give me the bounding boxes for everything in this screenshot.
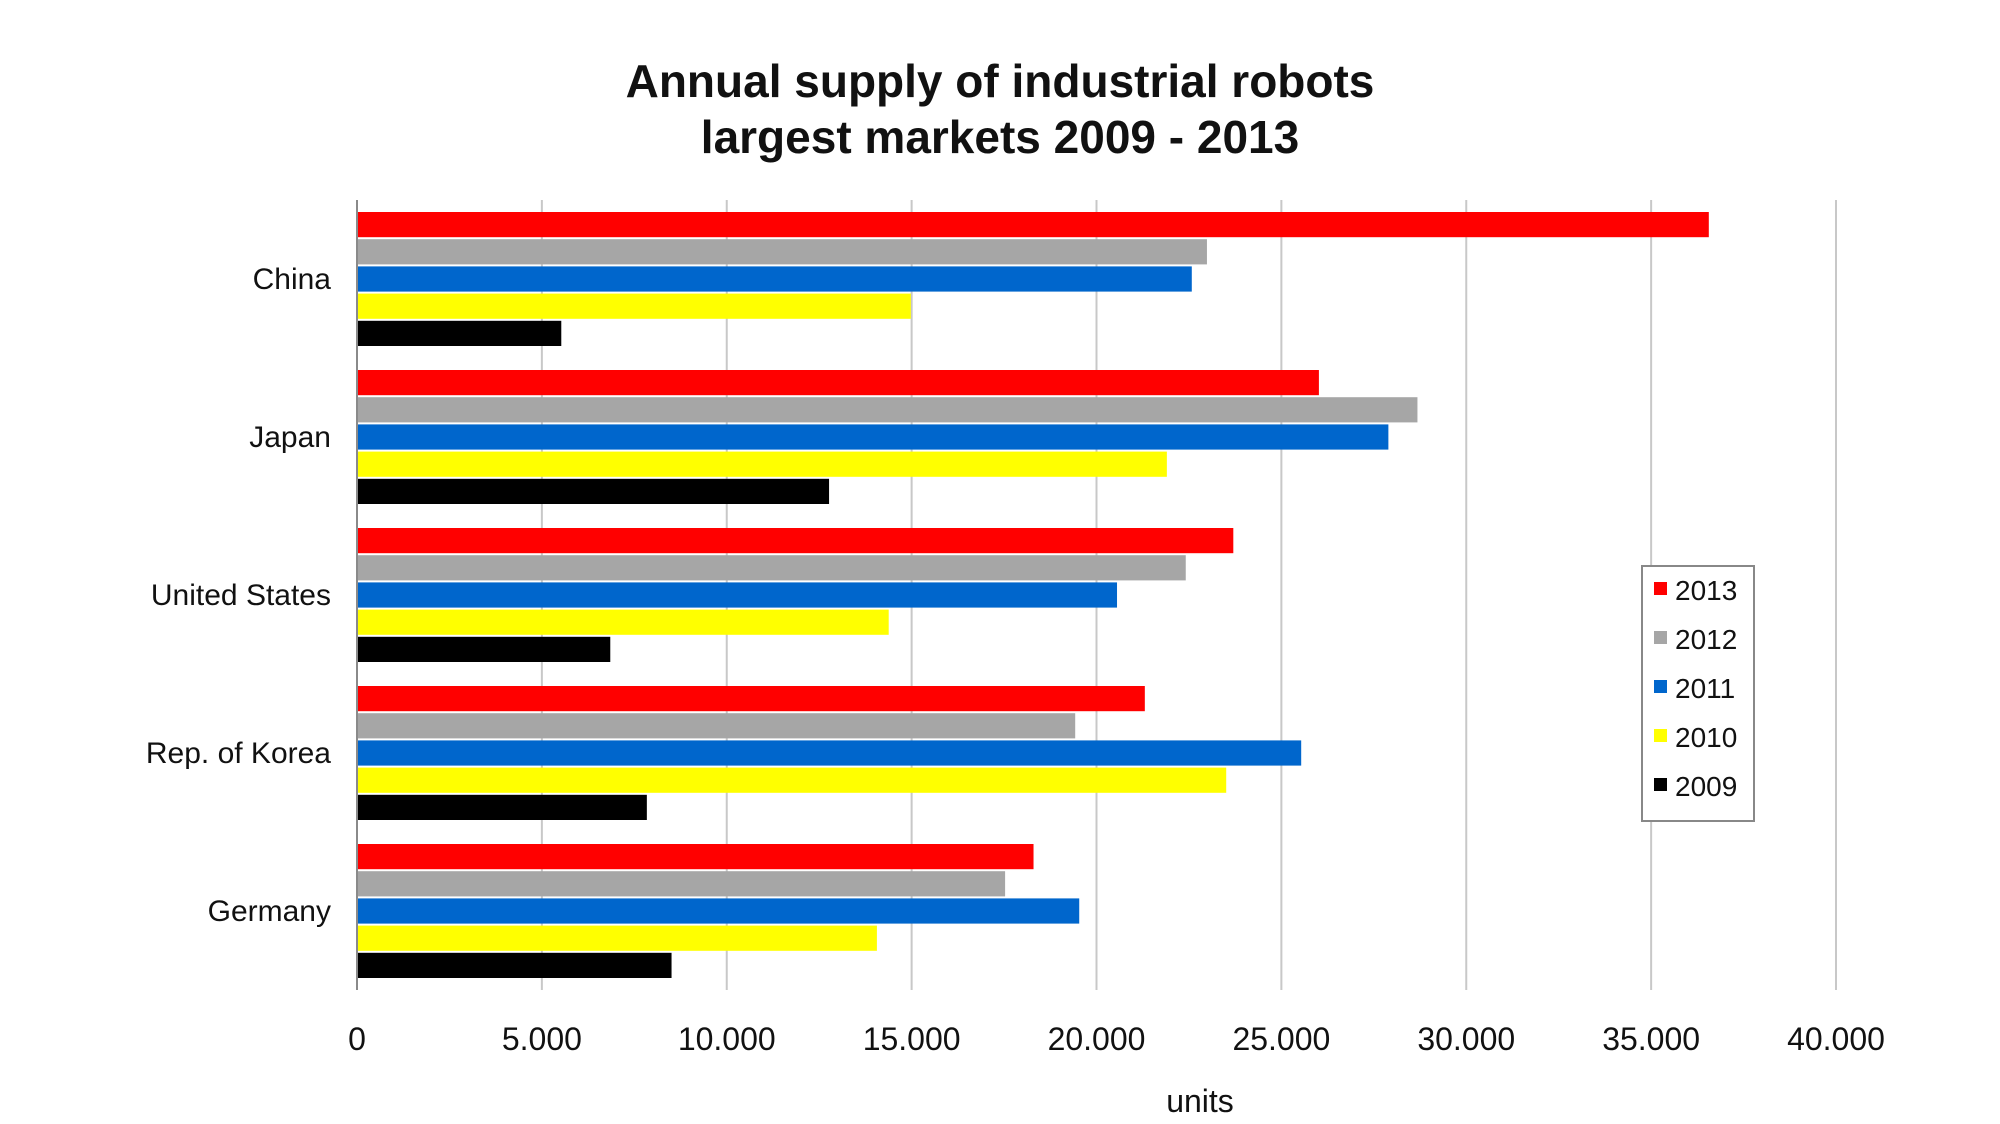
bar	[357, 636, 611, 662]
bar	[357, 844, 1034, 870]
x-tick-label: 10.000	[678, 1021, 776, 1057]
bar	[357, 293, 911, 319]
legend: 2013 2012 2011 2010 2009	[1641, 565, 1755, 822]
legend-swatch	[1654, 778, 1667, 791]
bar	[357, 582, 1118, 608]
bar	[357, 370, 1319, 396]
bar	[357, 528, 1234, 554]
bars	[357, 212, 1709, 978]
legend-swatch	[1654, 582, 1667, 595]
bar	[357, 609, 889, 635]
category-label: China	[253, 263, 332, 296]
chart-title-line-1: Annual supply of industrial robots	[625, 55, 1375, 107]
bar	[357, 239, 1207, 265]
bar	[357, 871, 1006, 897]
bar	[357, 555, 1186, 581]
x-tick-label: 20.000	[1048, 1021, 1146, 1057]
bar	[357, 266, 1192, 292]
bar	[357, 686, 1145, 712]
category-label: Rep. of Korea	[146, 737, 331, 770]
bar	[357, 478, 830, 504]
bar	[357, 397, 1418, 423]
category-label: United States	[151, 579, 331, 612]
bar	[357, 740, 1302, 766]
labels: China Japan United States Rep. of Korea Germ…	[146, 263, 1885, 1057]
legend-label: 2013	[1675, 575, 1737, 606]
legend-label: 2012	[1675, 624, 1737, 655]
legend-swatch	[1654, 680, 1667, 693]
legend-label: 2009	[1675, 771, 1737, 802]
bar	[357, 794, 647, 820]
bar	[357, 952, 672, 978]
legend-swatch	[1654, 729, 1667, 742]
bar	[357, 898, 1080, 924]
x-tick-label: 40.000	[1787, 1021, 1885, 1057]
legend-label: 2010	[1675, 722, 1737, 753]
bar	[357, 925, 877, 951]
x-axis-title: units	[1166, 1083, 1234, 1119]
category-label: Germany	[208, 895, 331, 928]
chart-title-line-2: largest markets 2009 - 2013	[700, 111, 1300, 163]
x-tick-label: 25.000	[1232, 1021, 1330, 1057]
x-tick-label: 5.000	[502, 1021, 582, 1057]
bar	[357, 451, 1167, 477]
legend-label: 2011	[1675, 673, 1735, 704]
bar	[357, 212, 1709, 238]
legend-swatch	[1654, 631, 1667, 644]
bar	[357, 713, 1076, 739]
x-tick-label: 30.000	[1417, 1021, 1515, 1057]
bar	[357, 320, 562, 346]
bar	[357, 424, 1389, 450]
bar	[357, 767, 1227, 793]
x-tick-label: 15.000	[863, 1021, 961, 1057]
x-tick-label: 35.000	[1602, 1021, 1700, 1057]
category-label: Japan	[249, 421, 331, 454]
x-tick-label: 0	[348, 1021, 366, 1057]
